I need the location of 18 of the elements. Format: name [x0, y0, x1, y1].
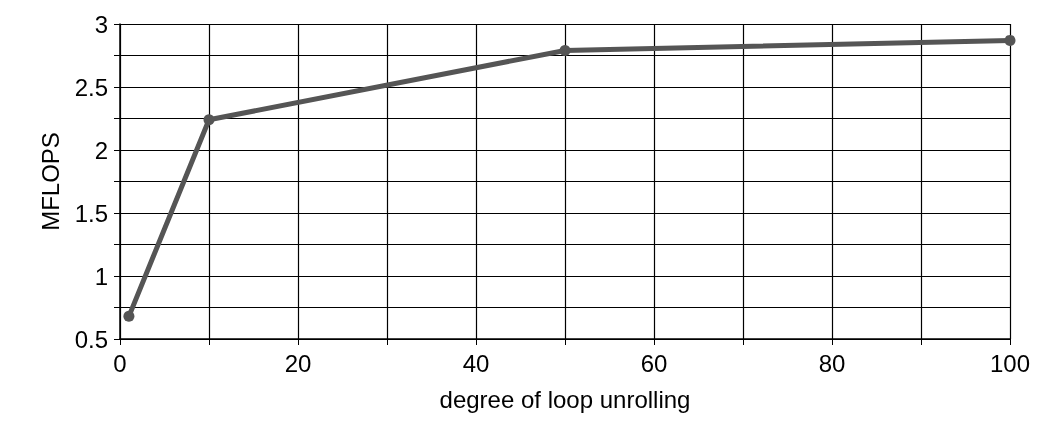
y-axis-title: MFLOPS — [36, 132, 64, 231]
x-tick-label: 60 — [640, 349, 668, 377]
x-tick-label: 80 — [818, 349, 846, 377]
x-axis-title: degree of loop unrolling — [439, 385, 691, 413]
x-tick-label: 100 — [989, 349, 1031, 377]
point — [203, 114, 215, 126]
point — [1004, 34, 1016, 46]
x-tick-label: 40 — [462, 349, 490, 377]
y-tick-label: 2 — [94, 136, 108, 164]
y-tick-label: 0.5 — [74, 325, 108, 353]
x-tick-label: 0 — [113, 349, 127, 377]
y-tick-label: 3 — [94, 10, 108, 38]
point — [123, 310, 135, 322]
y-tick-label: 1 — [94, 262, 108, 290]
point — [559, 44, 571, 56]
y-tick-label: 2.5 — [74, 73, 108, 101]
y-tick-label: 1.5 — [74, 199, 108, 227]
x-tick-label: 20 — [284, 349, 312, 377]
